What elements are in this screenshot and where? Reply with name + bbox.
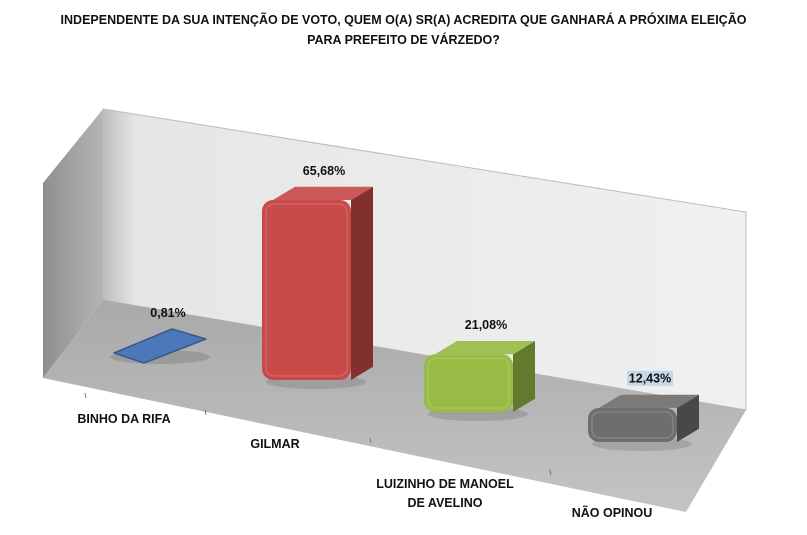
data-label-highlight bbox=[627, 370, 673, 386]
bar-luizinho-de-manoel-de-avelino bbox=[424, 341, 535, 421]
axis-tick bbox=[549, 469, 552, 476]
data-label-binho-da-rifa: 0,81% bbox=[150, 306, 185, 320]
axis-tick bbox=[369, 437, 372, 444]
data-label-gilmar: 65,68% bbox=[303, 164, 345, 178]
chart-title-line-1: INDEPENDENTE DA SUA INTENÇÃO DE VOTO, QU… bbox=[60, 13, 747, 27]
category-label-nao-opinou: NÃO OPINOU bbox=[572, 505, 653, 520]
category-labels: BINHO DA RIFA GILMAR LUIZINHO DE MANOEL DE … bbox=[77, 412, 652, 520]
floor bbox=[43, 300, 746, 512]
bar-gilmar bbox=[262, 186, 373, 389]
axis-tick bbox=[84, 392, 87, 399]
chart-title-line-2: PARA PREFEITO DE VÁRZEDO? bbox=[307, 33, 500, 47]
bar-nao-opinou bbox=[588, 394, 699, 451]
side-wall bbox=[43, 109, 103, 378]
axis-ticks bbox=[84, 392, 552, 476]
data-labels: 0,81% 65,68% 21,08% 12,43% bbox=[150, 164, 673, 386]
chart-title: INDEPENDENTE DA SUA INTENÇÃO DE VOTO, QU… bbox=[0, 10, 807, 50]
data-label-luizinho-de-manoel-de-avelino: 21,08% bbox=[465, 318, 507, 332]
category-label-binho-da-rifa: BINHO DA RIFA bbox=[77, 412, 170, 426]
bar-binho-da-rifa bbox=[110, 328, 210, 364]
bars bbox=[110, 186, 699, 451]
data-label-nao-opinou: 12,43% bbox=[629, 372, 671, 386]
axis-tick bbox=[204, 409, 207, 416]
chart-walls bbox=[43, 108, 747, 512]
category-label-gilmar: GILMAR bbox=[250, 437, 299, 451]
category-label-luizinho-de-manoel-de-avelino: LUIZINHO DE MANOEL DE AVELINO bbox=[376, 477, 514, 510]
